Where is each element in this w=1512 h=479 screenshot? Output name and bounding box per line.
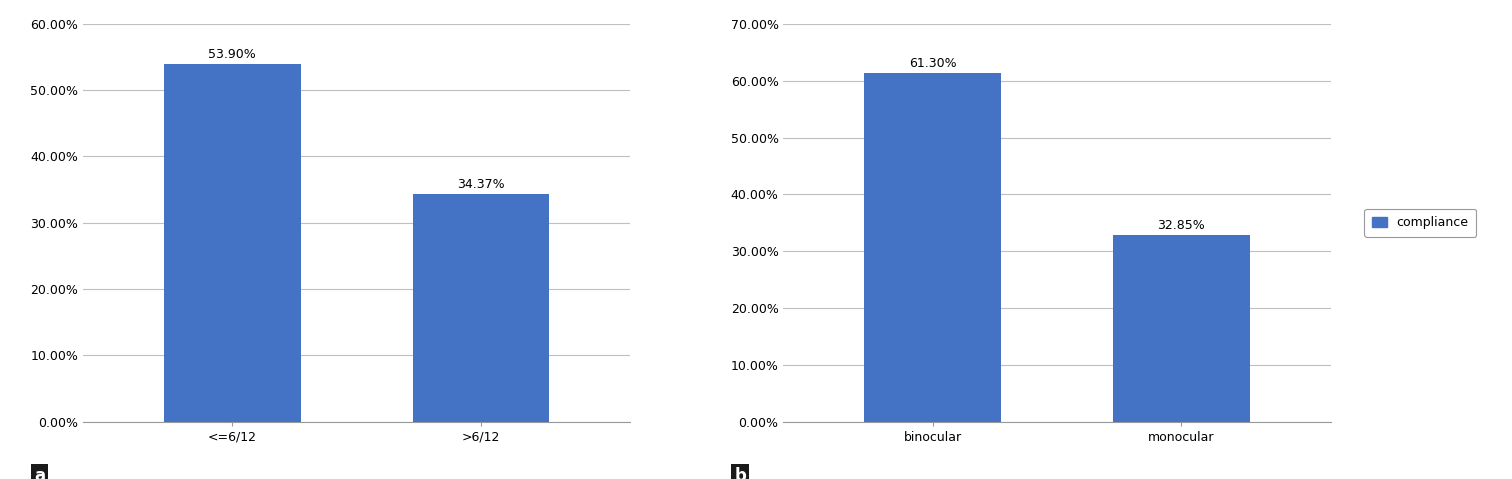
Bar <box>1113 235 1250 422</box>
Legend: compliance: compliance <box>1364 209 1476 237</box>
Text: a: a <box>33 467 45 479</box>
Text: b: b <box>735 467 745 479</box>
Text: 34.37%: 34.37% <box>457 178 505 191</box>
Bar <box>163 64 301 422</box>
Text: 32.85%: 32.85% <box>1158 219 1205 232</box>
Bar <box>865 73 1001 422</box>
Bar <box>413 194 549 422</box>
Text: 61.30%: 61.30% <box>909 57 957 70</box>
Text: 53.90%: 53.90% <box>209 48 256 61</box>
